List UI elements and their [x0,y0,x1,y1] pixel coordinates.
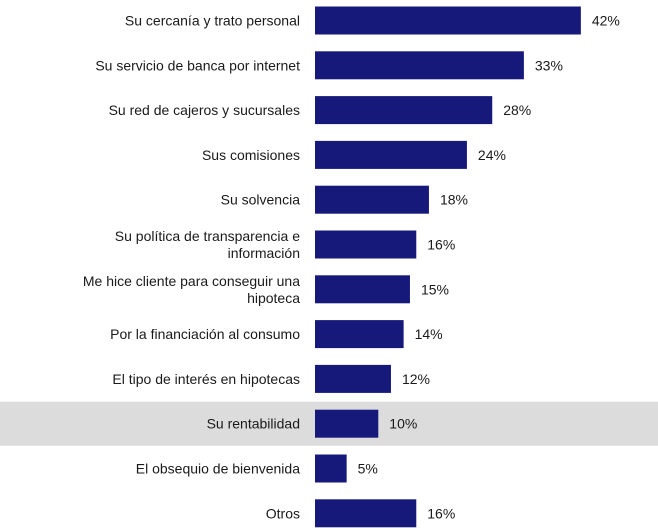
category-label: Su solvencia [221,192,301,208]
value-label: 10% [389,416,417,432]
category-label: Otros [266,505,300,521]
category-label: El tipo de interés en hipotecas [112,371,300,387]
bar [315,140,467,169]
bar [315,364,391,393]
category-label: Sus comisiones [202,147,300,163]
value-label: 33% [535,57,563,73]
bar [315,96,493,125]
bar [315,185,429,214]
value-label: 16% [427,505,455,521]
bar [315,230,417,259]
bar [315,499,417,528]
value-label: 16% [427,237,455,253]
value-label: 12% [402,371,430,387]
bar [315,454,347,483]
category-label: Su cercanía y trato personal [125,13,300,29]
bar [315,320,404,349]
category-label: El obsequio de bienvenida [136,461,300,477]
bar [315,6,581,35]
bar [315,275,410,304]
category-label: Su rentabilidad [207,416,300,432]
category-label: Su red de cajeros y sucursales [109,102,300,118]
value-label: 28% [503,102,531,118]
value-label: 5% [358,461,378,477]
bar [315,409,379,438]
value-label: 42% [592,13,620,29]
value-label: 15% [421,281,449,297]
category-label: Su servicio de banca por internet [95,57,300,73]
bar [315,51,524,80]
category-label: Me hice cliente para conseguir una hipote… [83,273,300,306]
value-label: 18% [440,192,468,208]
category-label: Su política de transparencia e informació… [115,228,300,261]
category-label: Por la financiación al consumo [110,326,300,342]
value-label: 24% [478,147,506,163]
value-label: 14% [415,326,443,342]
